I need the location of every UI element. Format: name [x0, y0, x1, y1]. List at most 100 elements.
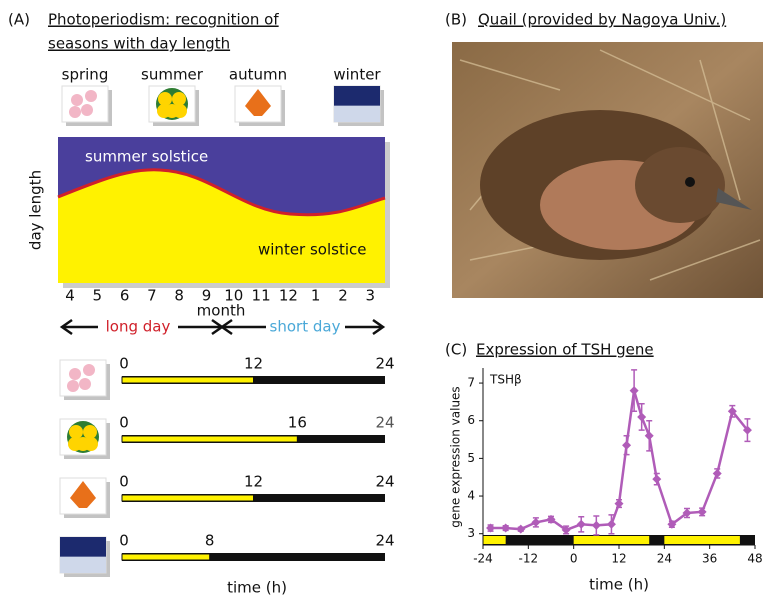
snow: [60, 557, 106, 573]
light-hours: 16: [288, 414, 307, 432]
icon-frame: [60, 360, 106, 396]
point: [637, 412, 646, 421]
month-label: 7: [147, 287, 157, 305]
x-tick-label: 24: [657, 552, 672, 566]
light-hours: 8: [205, 532, 215, 550]
series-line: [491, 391, 748, 530]
month-label: 1: [311, 287, 321, 305]
snow: [334, 106, 380, 122]
point: [607, 520, 616, 529]
point: [531, 518, 540, 527]
time-tick: 0: [119, 473, 129, 491]
season-icon: [60, 419, 110, 459]
season-label: spring: [62, 66, 109, 84]
winter-solstice: winter solstice: [258, 241, 367, 259]
flower: [83, 425, 97, 439]
point: [713, 469, 722, 478]
y-tick-label: 3: [467, 526, 475, 540]
panel-label: (A): [8, 11, 30, 29]
y-label: day length: [27, 170, 45, 250]
long-day: long day: [106, 318, 171, 336]
light-band: [483, 536, 506, 544]
flower: [84, 437, 98, 451]
month-label: 10: [224, 287, 243, 305]
time-tick: 24: [375, 473, 394, 491]
season-label: winter: [333, 66, 381, 84]
flower: [173, 104, 187, 118]
month-label: 3: [366, 287, 376, 305]
panel-title: Quail (provided by Nagoya Univ.): [478, 11, 726, 29]
panel-label: (B): [445, 11, 467, 29]
light-bar: [122, 495, 254, 501]
petal: [71, 94, 83, 106]
panel-title: Expression of TSH gene: [476, 341, 654, 359]
season-label: summer: [141, 66, 204, 84]
petal: [83, 364, 95, 376]
series-label: TSHβ: [489, 373, 522, 387]
season-label: autumn: [229, 66, 287, 84]
petal: [85, 90, 97, 102]
x-tick-label: 36: [702, 552, 717, 566]
x-tick-label: -12: [519, 552, 539, 566]
petal: [69, 368, 81, 380]
summer-solstice: summer solstice: [85, 148, 208, 166]
time-tick: 0: [119, 414, 129, 432]
point: [577, 520, 586, 529]
y-tick-label: 6: [467, 413, 475, 427]
quail-photo: [452, 42, 763, 298]
panel-title: seasons with day length: [48, 35, 230, 53]
petal: [81, 104, 93, 116]
month-label: 12: [279, 287, 298, 305]
short-day: short day: [270, 318, 341, 336]
light-hours: 12: [244, 355, 263, 373]
month-label: 6: [120, 287, 130, 305]
y-tick-label: 4: [467, 489, 475, 503]
month-label: 11: [252, 287, 271, 305]
figure: (A) Photoperiodism: recognition of seaso…: [0, 0, 771, 597]
time-tick: 24: [375, 414, 394, 432]
month-label: 2: [338, 287, 348, 305]
point: [516, 525, 525, 534]
point: [630, 386, 639, 395]
point: [486, 524, 495, 533]
month-label: 5: [93, 287, 103, 305]
flower: [69, 425, 83, 439]
month-label: 9: [202, 287, 212, 305]
y-tick-label: 7: [467, 376, 475, 390]
season-icon: [60, 537, 110, 577]
light-bar: [122, 377, 254, 383]
season-icon: [334, 86, 384, 126]
season-icon: [60, 360, 110, 400]
season-icon: [60, 478, 110, 518]
time-tick: 0: [119, 355, 129, 373]
time-tick: 0: [119, 532, 129, 550]
flower: [157, 104, 171, 118]
season-icon: [62, 86, 112, 126]
light-band: [574, 536, 650, 544]
petal: [69, 106, 81, 118]
panel-title: Photoperiodism: recognition of: [48, 11, 279, 29]
x-tick-label: 0: [570, 552, 578, 566]
point: [592, 521, 601, 530]
season-icon: [235, 86, 285, 126]
night-sky: [334, 86, 380, 106]
point: [615, 499, 624, 508]
season-icon: [149, 86, 199, 126]
panel-label: (C): [445, 341, 467, 359]
time-tick: 24: [375, 355, 394, 373]
x-tick-label: -24: [473, 552, 493, 566]
flower: [68, 437, 82, 451]
point: [622, 441, 631, 450]
time-label: time (h): [227, 579, 287, 597]
light-hours: 12: [244, 473, 263, 491]
point: [501, 524, 510, 533]
light-bar: [122, 554, 210, 560]
icon-frame: [62, 86, 108, 122]
month-label: 8: [174, 287, 184, 305]
x-tick-label: 48: [747, 552, 762, 566]
time-tick: 24: [375, 532, 394, 550]
petal: [79, 378, 91, 390]
point: [652, 475, 661, 484]
point: [645, 431, 654, 440]
light-bar: [122, 436, 297, 442]
